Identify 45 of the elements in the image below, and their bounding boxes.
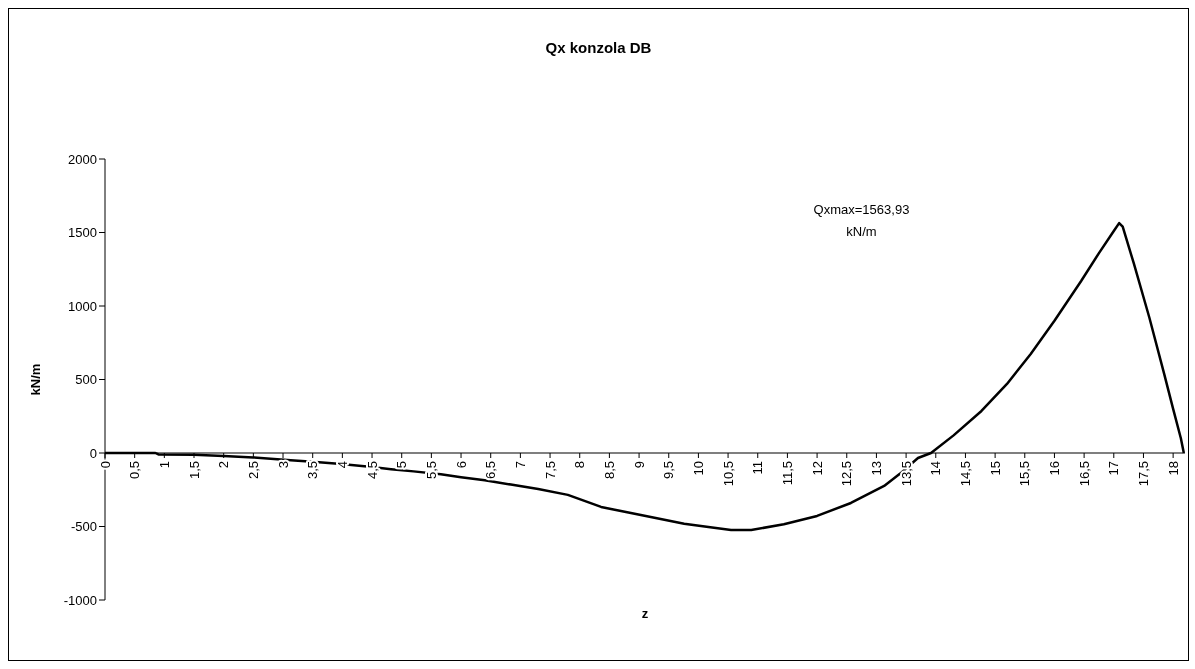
x-tick-label: 2 [216, 461, 232, 469]
x-tick-label: 12 [809, 461, 825, 476]
x-tick-label: 1,5 [186, 461, 202, 480]
y-axis-title: kN/m [27, 363, 43, 396]
x-tick-label: 15,5 [1017, 461, 1033, 487]
x-tick-label: 16 [1046, 461, 1062, 476]
x-tick-label: 17 [1106, 461, 1122, 476]
x-tick-label: 5,5 [423, 461, 439, 480]
x-axis-title: z [640, 606, 650, 621]
x-tick-label: 10 [690, 461, 706, 476]
x-tick-label: 18 [1165, 461, 1181, 476]
x-tick-label: 6 [453, 461, 469, 469]
x-tick-label: 6,5 [483, 461, 499, 480]
x-tick-label: 0 [97, 461, 113, 469]
x-tick-label: 11 [750, 461, 766, 475]
annotation: Qxmax=1563,93 kN/m [812, 201, 911, 241]
x-tick-label: 3,5 [305, 461, 321, 480]
x-tick-label: 13,5 [898, 461, 914, 487]
x-tick-label: 10,5 [720, 461, 736, 487]
y-tick-label: 1500 [68, 225, 97, 241]
x-tick-label: 2,5 [245, 461, 261, 480]
y-tick-label: 1000 [68, 298, 97, 314]
x-tick-label: 9 [631, 461, 647, 469]
x-tick-label: 8 [572, 461, 588, 469]
x-tick-label: 17,5 [1135, 461, 1151, 487]
x-tick-label: 14,5 [957, 461, 973, 487]
chart-title: Qx konzola DB [544, 39, 653, 56]
x-tick-label: 3 [275, 461, 291, 469]
x-tick-label: 8,5 [601, 461, 617, 480]
y-tick-label: -1000 [63, 592, 97, 608]
y-tick-label: -500 [70, 519, 97, 535]
x-tick-label: 7,5 [542, 461, 558, 480]
x-tick-label: 15 [987, 461, 1003, 476]
x-tick-label: 13 [868, 461, 884, 476]
y-tick-label: 2000 [68, 151, 97, 167]
x-tick-label: 14 [928, 461, 944, 476]
x-tick-label: 5 [394, 461, 410, 469]
x-tick-label: 7 [512, 461, 528, 469]
x-tick-label: 1 [156, 461, 172, 469]
y-tick-label: 500 [75, 372, 97, 388]
x-tick-label: 9,5 [661, 461, 677, 480]
x-tick-label: 0,5 [127, 461, 143, 480]
x-tick-label: 11,5 [779, 461, 795, 486]
x-tick-label: 12,5 [839, 461, 855, 487]
x-tick-label: 16,5 [1076, 461, 1092, 487]
